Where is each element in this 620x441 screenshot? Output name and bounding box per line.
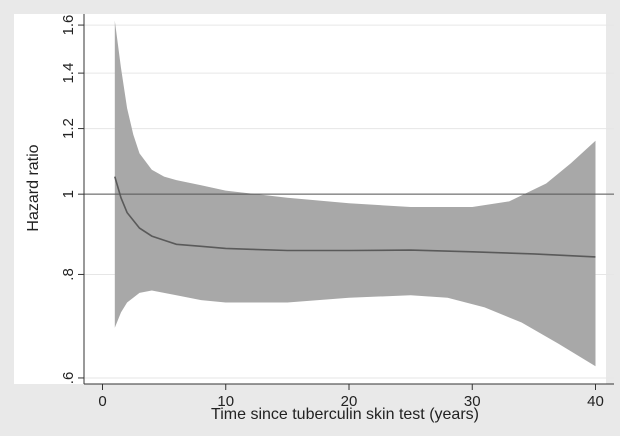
y-tick-label: 1 xyxy=(60,190,77,198)
y-tick-label: 1.4 xyxy=(60,63,77,84)
x-axis-ticks: 0 10 20 30 40 xyxy=(98,384,604,410)
x-tick-label: 10 xyxy=(217,393,234,410)
confidence-band xyxy=(114,20,596,367)
x-tick-label: 30 xyxy=(464,393,481,410)
y-tick-label: 1.6 xyxy=(60,15,77,36)
x-tick-label: 20 xyxy=(341,393,358,410)
x-tick-label: 0 xyxy=(98,393,106,410)
y-tick-label: .6 xyxy=(60,372,77,385)
y-tick-label: .8 xyxy=(60,268,77,281)
hazard-ratio-line xyxy=(114,176,596,258)
x-axis-label: Time since tuberculin skin test (years) xyxy=(211,406,479,423)
y-axis-label: Hazard ratio xyxy=(25,144,42,231)
x-tick-label: 40 xyxy=(587,393,604,410)
plot-region xyxy=(14,14,606,384)
y-axis-ticks: .6 .8 1 1.2 1.4 1.6 xyxy=(60,15,84,385)
y-tick-label: 1.2 xyxy=(60,118,77,139)
